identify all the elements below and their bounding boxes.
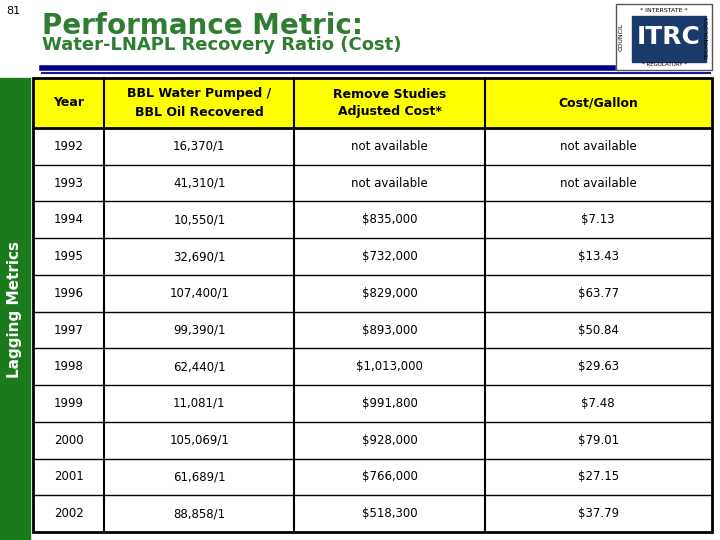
Text: 2002: 2002 xyxy=(54,507,84,520)
Text: 1997: 1997 xyxy=(54,323,84,336)
Text: 1995: 1995 xyxy=(54,250,84,263)
Text: not available: not available xyxy=(351,177,428,190)
Text: $37.79: $37.79 xyxy=(577,507,618,520)
Text: 32,690/1: 32,690/1 xyxy=(173,250,225,263)
Text: 16,370/1: 16,370/1 xyxy=(173,140,225,153)
Text: BBL Oil Recovered: BBL Oil Recovered xyxy=(135,105,264,118)
Bar xyxy=(33,78,712,532)
Text: not available: not available xyxy=(560,177,636,190)
Text: not available: not available xyxy=(560,140,636,153)
Text: 88,858/1: 88,858/1 xyxy=(174,507,225,520)
Bar xyxy=(632,16,706,62)
Text: 2000: 2000 xyxy=(54,434,84,447)
Text: 11,081/1: 11,081/1 xyxy=(173,397,225,410)
Text: ITRC: ITRC xyxy=(637,25,701,49)
Text: $829,000: $829,000 xyxy=(361,287,418,300)
Text: $79.01: $79.01 xyxy=(577,434,618,447)
Text: 1993: 1993 xyxy=(54,177,84,190)
Text: 107,400/1: 107,400/1 xyxy=(169,287,229,300)
Text: $732,000: $732,000 xyxy=(361,250,418,263)
Text: Cost/Gallon: Cost/Gallon xyxy=(558,97,638,110)
Text: $7.13: $7.13 xyxy=(582,213,615,226)
Text: 2001: 2001 xyxy=(54,470,84,483)
Text: $29.63: $29.63 xyxy=(577,360,618,373)
Bar xyxy=(616,4,712,70)
Text: $13.43: $13.43 xyxy=(577,250,618,263)
Text: 61,689/1: 61,689/1 xyxy=(173,470,225,483)
Text: Adjusted Cost*: Adjusted Cost* xyxy=(338,105,441,118)
Text: $928,000: $928,000 xyxy=(361,434,418,447)
Text: $50.84: $50.84 xyxy=(578,323,618,336)
Text: $63.77: $63.77 xyxy=(577,287,618,300)
Text: 10,550/1: 10,550/1 xyxy=(174,213,225,226)
Text: 41,310/1: 41,310/1 xyxy=(173,177,225,190)
Text: * REGULATORY *: * REGULATORY * xyxy=(642,62,686,67)
Text: Year: Year xyxy=(53,97,84,110)
Text: $518,300: $518,300 xyxy=(361,507,418,520)
Text: 1994: 1994 xyxy=(54,213,84,226)
Text: 81: 81 xyxy=(6,6,20,16)
Text: BBL Water Pumped /: BBL Water Pumped / xyxy=(127,87,271,100)
Text: $7.48: $7.48 xyxy=(582,397,615,410)
Text: Lagging Metrics: Lagging Metrics xyxy=(7,241,22,379)
Text: $893,000: $893,000 xyxy=(361,323,418,336)
Bar xyxy=(33,78,712,128)
Text: 105,069/1: 105,069/1 xyxy=(169,434,229,447)
Text: $1,013,000: $1,013,000 xyxy=(356,360,423,373)
Text: 1992: 1992 xyxy=(54,140,84,153)
Text: Remove Studies: Remove Studies xyxy=(333,87,446,100)
Text: 99,390/1: 99,390/1 xyxy=(173,323,225,336)
Text: not available: not available xyxy=(351,140,428,153)
Text: $835,000: $835,000 xyxy=(361,213,417,226)
Text: 1998: 1998 xyxy=(54,360,84,373)
Text: $991,800: $991,800 xyxy=(361,397,418,410)
Text: * INTERSTATE *: * INTERSTATE * xyxy=(640,8,688,13)
Bar xyxy=(616,4,712,70)
Text: COUNCIL: COUNCIL xyxy=(618,23,624,51)
Text: $27.15: $27.15 xyxy=(577,470,618,483)
Text: Water-LNAPL Recovery Ratio (Cost): Water-LNAPL Recovery Ratio (Cost) xyxy=(42,36,402,54)
Text: $766,000: $766,000 xyxy=(361,470,418,483)
Text: 62,440/1: 62,440/1 xyxy=(173,360,225,373)
Text: Performance Metric:: Performance Metric: xyxy=(42,12,363,40)
Bar xyxy=(0,78,30,540)
Text: 1999: 1999 xyxy=(54,397,84,410)
Bar xyxy=(0,0,720,100)
Text: 1996: 1996 xyxy=(54,287,84,300)
Text: TECHNOLOGY: TECHNOLOGY xyxy=(704,15,709,59)
